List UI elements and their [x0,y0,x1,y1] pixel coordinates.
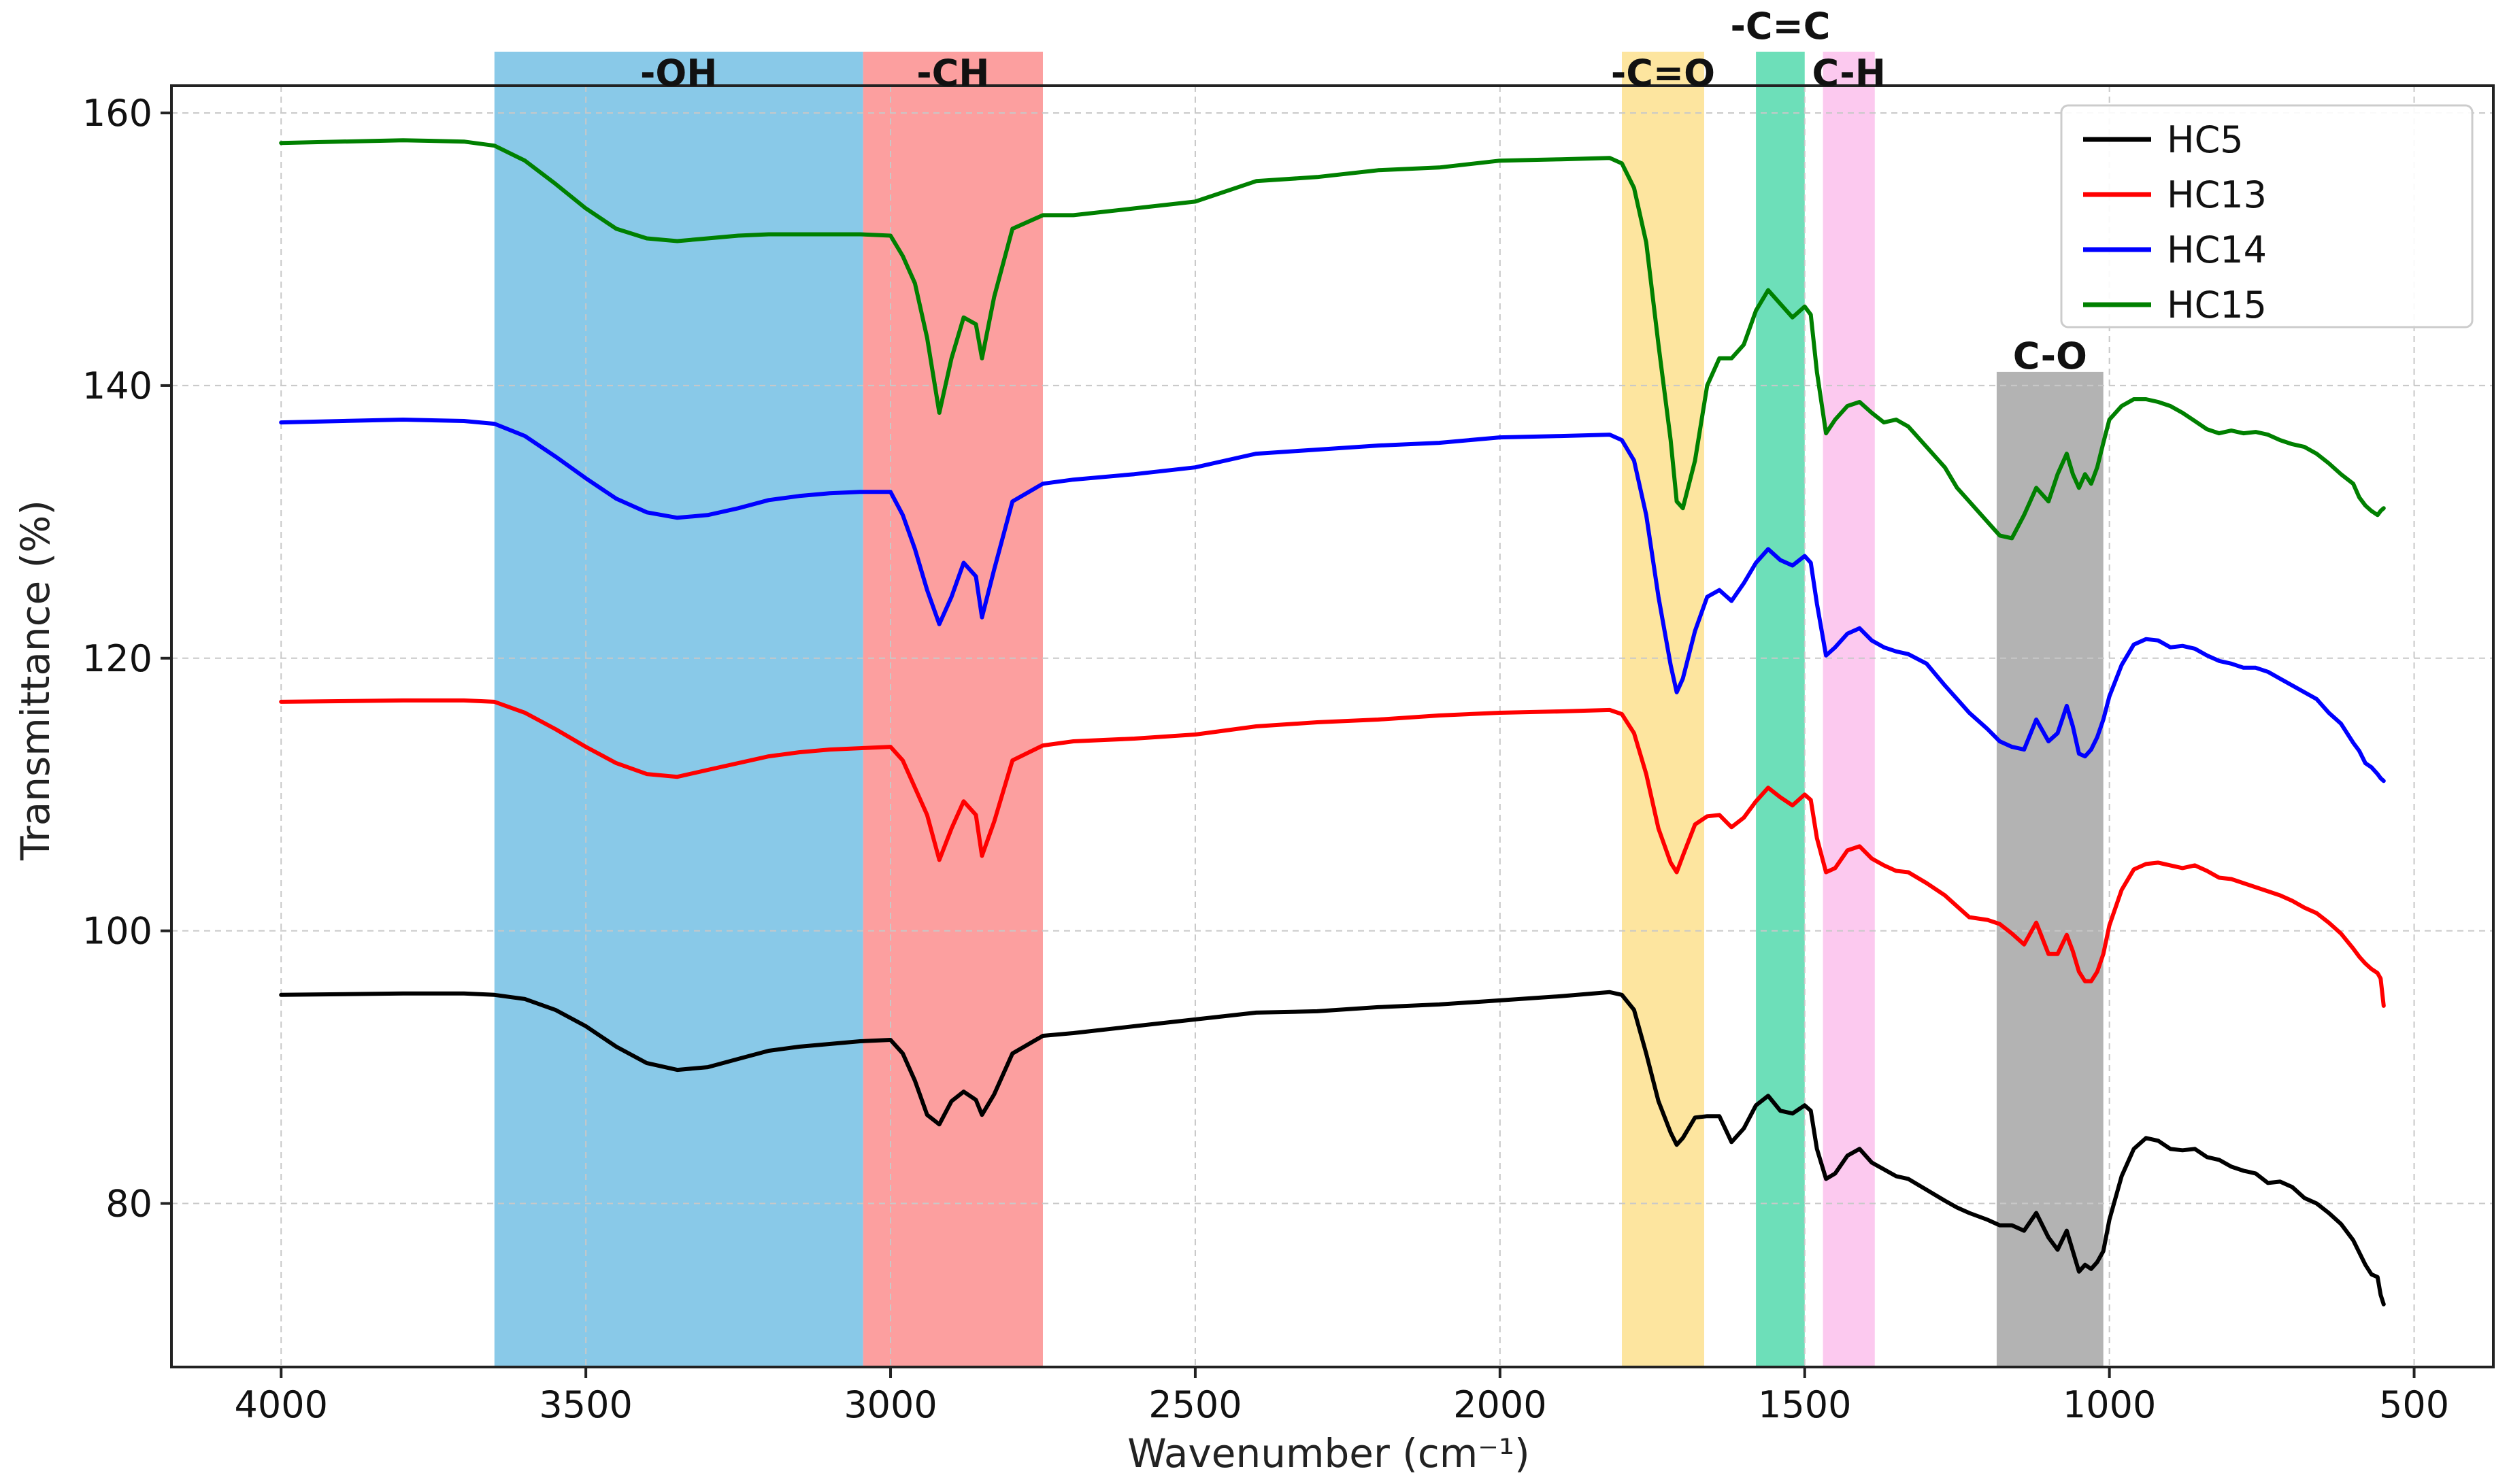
y-axis-label: Transmittance (%) [12,500,59,861]
band-layer [494,52,2104,1368]
y-tick-label: 140 [82,365,152,407]
legend-label: HC14 [2167,229,2267,271]
series-line-hc5 [279,990,2386,1306]
band-label: -OH [640,52,718,95]
legend-box [2060,104,2474,328]
band-oh [494,52,863,1367]
band-co [1996,371,2104,1368]
y-tick-label: 100 [82,910,152,953]
plot-frame [170,84,2495,1368]
band-label: -C=O [1611,52,1715,95]
series-line-hc13 [279,698,2386,1008]
y-tick-label: 160 [82,92,152,135]
legend-label: HC15 [2167,284,2267,326]
band-cc [1756,52,1805,1367]
legend-label: HC13 [2167,173,2267,216]
band-label-layer: -OH -CH -C=O -C=CC-H C-O [640,5,2087,377]
y-tick-label: 80 [105,1182,152,1225]
y-tick-label: 120 [82,637,152,680]
legend-label: HC5 [2167,118,2244,161]
x-tick-label: 4000 [235,1383,328,1426]
x-tick-label: 3000 [844,1383,937,1426]
series-layer [279,138,2386,1306]
grid-layer [171,86,2493,1367]
legend: HC5 HC13 HC14 HC15 [2060,104,2474,328]
band-ch [1823,52,1875,1367]
x-tick-label: 2000 [1453,1383,1546,1426]
x-tick-label: 500 [2379,1383,2449,1426]
series-line-hc15 [279,138,2386,541]
series-line-hc14 [279,418,2386,783]
band-label: C-O [2013,335,2087,377]
axes-layer: 4000 3500 3000 2500 2000 1500 1000 500 80 100 120 1… [82,84,2495,1426]
x-tick-label: 1000 [2063,1383,2156,1426]
band-ch [863,52,1043,1367]
x-tick-label: 2500 [1148,1383,1242,1426]
x-axis-label: Wavenumber (cm⁻¹) [1127,1430,1530,1477]
band-label: -CH [916,52,989,95]
x-tick-label: 1500 [1758,1383,1851,1426]
x-tick-label: 3500 [539,1383,632,1426]
band-co [1622,52,1704,1367]
band-label: -C=C [1730,5,1830,48]
band-label: C-H [1812,52,1885,95]
